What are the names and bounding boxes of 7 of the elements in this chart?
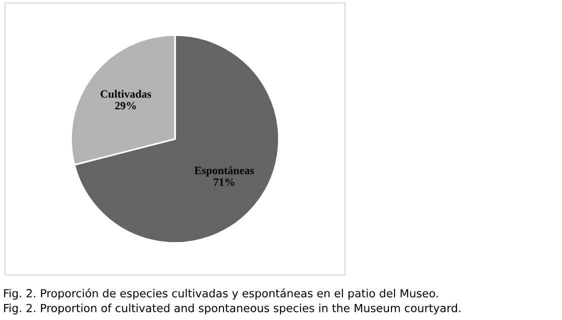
pie-slice [74, 34, 280, 244]
data-label: 29% [115, 102, 136, 110]
caption: Fig. 2. Proportion of cultivated and spontaneous species in the Museum courtyard. [4, 304, 460, 314]
caption: Fig. 2. Proporción de especies cultivadas y espontáneas en el patio del Museo. [4, 288, 438, 300]
slice-label: Espontáneas [194, 166, 254, 176]
data-label: 71% [214, 178, 234, 186]
slice-label: Cultivadas [100, 90, 152, 98]
